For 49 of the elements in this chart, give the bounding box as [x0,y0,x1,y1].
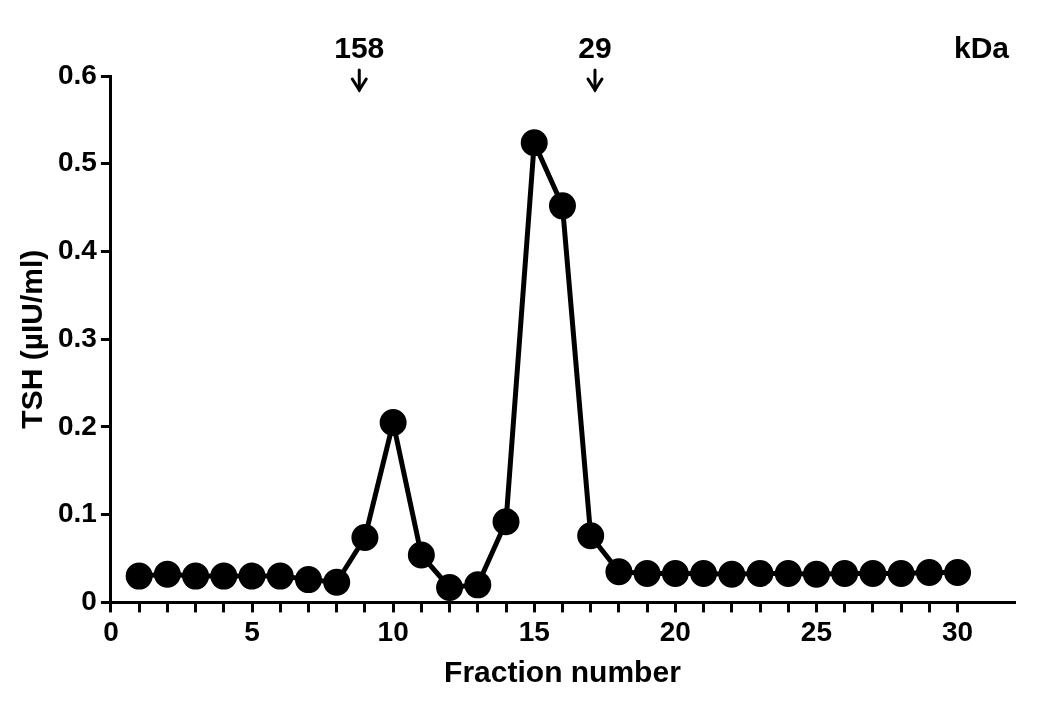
point [605,558,633,586]
point [323,568,351,596]
point [153,560,181,588]
y-tick-label: 0.3 [57,321,97,353]
point [661,559,689,587]
x-tick-label: 30 [941,615,974,647]
text: kDa [953,31,1010,64]
x-tick-label: 25 [800,615,833,647]
point [690,559,718,587]
y-tick-label: 0.2 [57,409,97,441]
point [831,559,859,587]
point [802,560,830,588]
point [746,559,774,587]
y-tick-label: 0.1 [57,497,97,529]
point [944,559,972,587]
x-axis-title: Fraction number [444,655,682,689]
point [351,523,379,551]
x-tick-label: 15 [518,615,550,647]
text: 29 [578,31,612,64]
y-tick-label: 0.4 [57,234,98,266]
point [407,541,435,569]
point [182,562,210,590]
y-tick-label: 0.5 [57,146,97,178]
point [266,562,294,590]
point [464,571,492,599]
point [633,559,661,587]
x-tick-label: 0 [103,615,119,647]
point [548,192,576,220]
y-tick-label: 0.6 [57,58,97,90]
x-tick-label: 20 [659,615,691,647]
point [125,562,153,590]
point [294,566,322,594]
point [210,562,238,590]
point [774,559,802,587]
point [577,522,605,550]
x-tick-label: 5 [244,615,260,647]
point [718,560,746,588]
y-axis-title: TSH (µIU/ml) [15,249,49,429]
y-tick-label: 0 [81,585,97,617]
text: 158 [334,31,385,64]
point [238,562,266,590]
point [379,409,407,437]
point [520,129,548,157]
point [436,573,464,601]
point [859,559,887,587]
point [887,559,915,587]
point [915,559,943,587]
point [492,508,520,536]
x-tick-label: 10 [377,615,409,647]
